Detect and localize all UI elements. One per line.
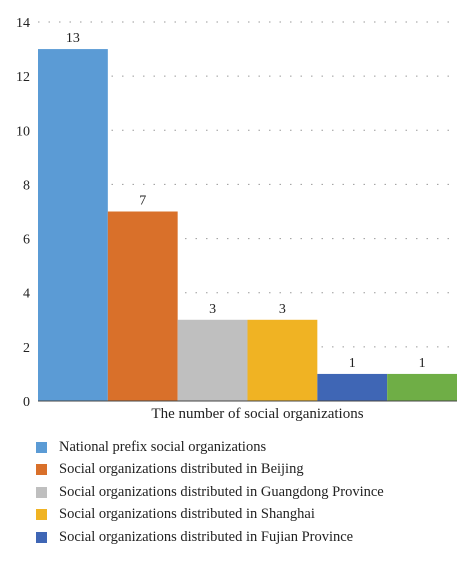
legend-swatch <box>36 441 47 453</box>
legend-swatch <box>36 464 47 476</box>
bar-chart: 0 2 4 6 8 10 12 14 13 7 3 3 1 1 The number of social… <box>16 16 457 422</box>
y-tick-label: 6 <box>23 233 30 248</box>
y-tick-label: 14 <box>16 16 30 31</box>
y-axis-ticks: 0 2 4 6 8 10 12 14 <box>16 16 30 410</box>
legend-label: National prefix social organizations <box>59 438 267 455</box>
data-label: 7 <box>139 194 146 209</box>
bar <box>317 373 388 401</box>
legend-label: Social organizations distributed in Beij… <box>59 461 304 478</box>
y-tick-label: 2 <box>23 341 30 356</box>
data-label: 13 <box>66 31 80 46</box>
legend-swatch <box>36 486 47 498</box>
legend-swatch <box>36 509 47 521</box>
y-tick-label: 0 <box>23 395 30 410</box>
legend-item: Social organizations distributed in Shan… <box>36 504 466 527</box>
legend-item: National prefix social organizations <box>36 436 466 459</box>
legend-item: Social organizations distributed in Guan… <box>36 481 466 504</box>
bars <box>38 49 457 401</box>
legend-item: Social organizations distributed in Beij… <box>36 459 466 482</box>
data-label: 1 <box>419 356 426 371</box>
bar <box>387 373 457 401</box>
bar <box>177 319 248 401</box>
x-axis-title: The number of social organizations <box>151 406 363 422</box>
legend-label: Social organizations distributed in Fuji… <box>59 528 354 545</box>
data-labels: 13 7 3 3 1 1 <box>66 31 426 371</box>
y-tick-label: 12 <box>16 70 30 85</box>
legend-label: Social organizations distributed in Shan… <box>59 506 315 523</box>
y-tick-label: 10 <box>16 124 30 139</box>
data-label: 3 <box>279 302 286 317</box>
legend-item: Social organizations distributed in Fuji… <box>36 526 466 549</box>
data-label: 1 <box>349 356 356 371</box>
y-tick-label: 4 <box>23 287 30 302</box>
data-label: 3 <box>209 302 216 317</box>
y-tick-label: 8 <box>23 178 30 193</box>
bar <box>38 49 108 401</box>
legend: National prefix social organizations Soci… <box>36 436 466 549</box>
bar <box>247 319 318 401</box>
bar <box>107 211 178 401</box>
legend-swatch <box>36 531 47 543</box>
legend-label: Social organizations distributed in Guan… <box>59 483 384 500</box>
